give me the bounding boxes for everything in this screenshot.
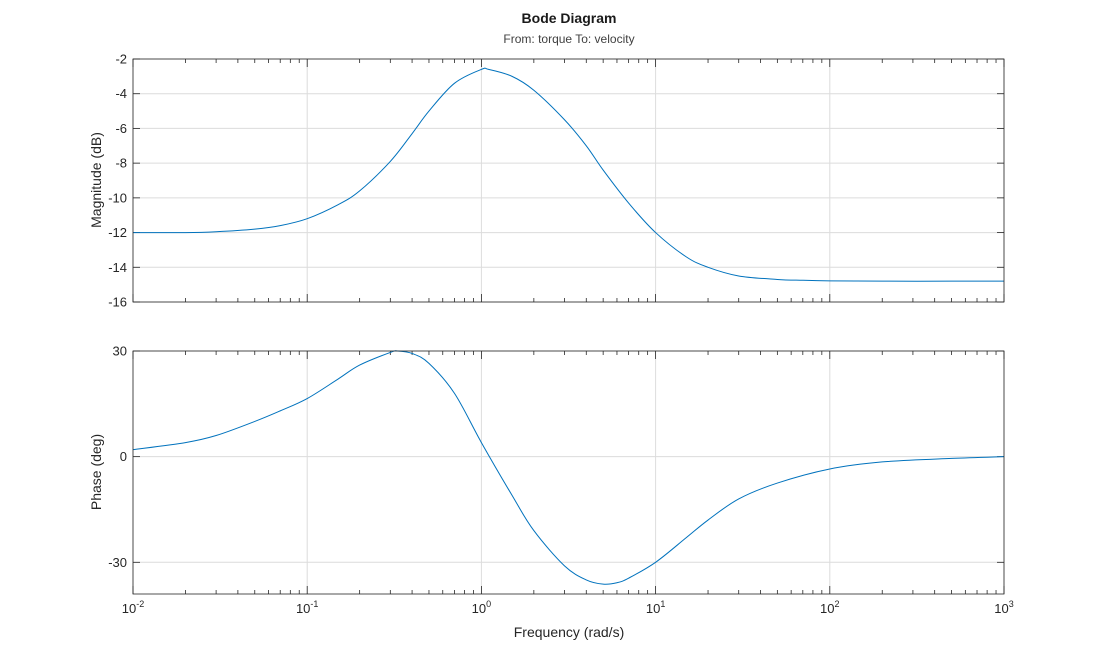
magnitude-axes-frame [132, 58, 1005, 303]
phase-y-tick-label: -30 [108, 555, 127, 570]
phase-series-line [132, 350, 1005, 585]
chart-title: Bode Diagram [521, 10, 617, 26]
magnitude-y-tick-label: -14 [108, 260, 127, 275]
magnitude-y-tick-label: -8 [115, 156, 127, 171]
phase-y-tick-label: 30 [113, 344, 127, 359]
x-tick-labels: 10-2 10-1 100 101 102 103 [122, 599, 1014, 616]
x-tick-label: 10-2 [122, 599, 144, 616]
x-axis-label: Frequency (rad/s) [514, 624, 624, 640]
chart-subtitle: From: torque To: velocity [503, 32, 635, 46]
x-tick-label: 10-1 [296, 599, 318, 616]
magnitude-y-tick-label: -16 [108, 295, 127, 310]
x-tick-label: 101 [646, 599, 665, 616]
phase-axes-frame [132, 350, 1005, 595]
x-tick-label: 103 [994, 599, 1013, 616]
magnitude-plot-area [133, 59, 1004, 302]
phase-y-axis-label: Phase (deg) [88, 434, 104, 510]
magnitude-series-line [132, 67, 1004, 282]
phase-plot-area [133, 351, 1004, 594]
magnitude-y-tick-label: -4 [115, 86, 127, 101]
phase-y-tick-label: 0 [120, 449, 127, 464]
magnitude-y-tick-label: -2 [115, 52, 127, 67]
magnitude-axes: -2 -4 -6 -8 -10 -12 -14 -16 [108, 52, 1005, 310]
magnitude-y-axis-label: Magnitude (dB) [88, 132, 104, 228]
magnitude-y-tick-label: -12 [108, 225, 127, 240]
magnitude-y-tick-label: -10 [108, 190, 127, 205]
phase-axes: 30 0 -30 [108, 344, 1005, 595]
x-tick-label: 100 [472, 599, 491, 616]
x-tick-label: 102 [820, 599, 839, 616]
magnitude-y-tick-label: -6 [115, 121, 127, 136]
